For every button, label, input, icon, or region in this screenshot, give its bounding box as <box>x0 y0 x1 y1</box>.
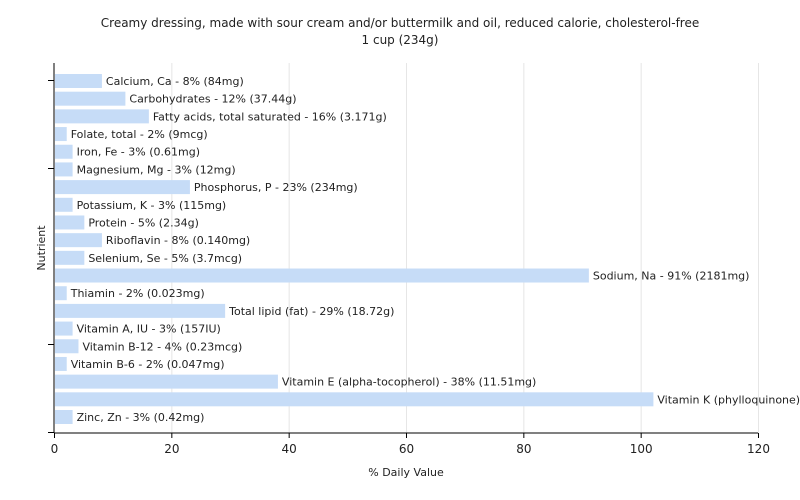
bar-label: Total lipid (fat) - 29% (18.72g) <box>228 305 394 318</box>
bar-label: Potassium, K - 3% (115mg) <box>77 199 227 212</box>
bar-label: Vitamin A, IU - 3% (157IU) <box>77 323 221 336</box>
bar-label: Protein - 5% (2.34g) <box>88 216 199 229</box>
x-tick-label: 80 <box>516 442 531 456</box>
bar-label: Magnesium, Mg - 3% (12mg) <box>77 163 236 176</box>
bar <box>55 91 126 106</box>
bar-label: Zinc, Zn - 3% (0.42mg) <box>77 411 205 424</box>
x-tick-label: 0 <box>51 442 59 456</box>
grid-lines <box>171 63 759 433</box>
bar-label: Vitamin K (phylloquinone) - 102% (81.4mc… <box>657 393 800 406</box>
bar <box>55 356 67 371</box>
bar <box>55 392 654 407</box>
bar <box>55 197 73 212</box>
bar-label: Phosphorus, P - 23% (234mg) <box>194 181 358 194</box>
bar <box>55 215 85 230</box>
x-tick-label: 40 <box>282 442 297 456</box>
bar <box>55 374 278 389</box>
bar <box>55 233 102 248</box>
x-axis-label: % Daily Value <box>368 466 444 479</box>
bar-label: Calcium, Ca - 8% (84mg) <box>106 75 244 88</box>
bar <box>55 109 149 124</box>
bar-label: Selenium, Se - 5% (3.7mcg) <box>88 252 242 265</box>
bar-label: Folate, total - 2% (9mcg) <box>71 128 208 141</box>
bar <box>55 286 67 301</box>
bars: Calcium, Ca - 8% (84mg) Carbohydrates - 1… <box>55 74 800 424</box>
bar-label: Riboflavin - 8% (0.140mg) <box>106 234 250 247</box>
bar <box>55 74 102 88</box>
bar-label: Vitamin B-6 - 2% (0.047mg) <box>71 358 225 371</box>
bar-label: Sodium, Na - 91% (2181mg) <box>593 270 750 283</box>
x-ticks: 0 20 40 60 80 100 120 <box>48 80 770 456</box>
chart-title: Creamy dressing, made with sour cream an… <box>101 16 699 30</box>
bar <box>55 321 73 336</box>
bar <box>55 162 73 177</box>
bar <box>55 268 589 283</box>
bar <box>55 180 190 195</box>
bar-label: Vitamin B-12 - 4% (0.23mcg) <box>82 340 242 353</box>
bar-label: Fatty acids, total saturated - 16% (3.17… <box>153 110 387 123</box>
bar <box>55 339 79 354</box>
x-tick-label: 100 <box>630 442 653 456</box>
bar <box>55 303 226 318</box>
bar-label: Iron, Fe - 3% (0.61mg) <box>77 146 200 159</box>
bar-label: Carbohydrates - 12% (37.44g) <box>129 93 296 106</box>
chart-subtitle: 1 cup (234g) <box>362 33 439 47</box>
bar <box>55 127 67 142</box>
x-tick-label: 20 <box>164 442 179 456</box>
bar-label: Vitamin E (alpha-tocopherol) - 38% (11.5… <box>282 376 536 389</box>
bar-label: Thiamin - 2% (0.023mg) <box>70 287 205 300</box>
x-tick-label: 120 <box>747 442 770 456</box>
x-tick-label: 60 <box>399 442 414 456</box>
bar <box>55 250 85 265</box>
bar <box>55 144 73 159</box>
y-axis-label: Nutrient <box>35 225 48 271</box>
bar <box>55 410 73 424</box>
